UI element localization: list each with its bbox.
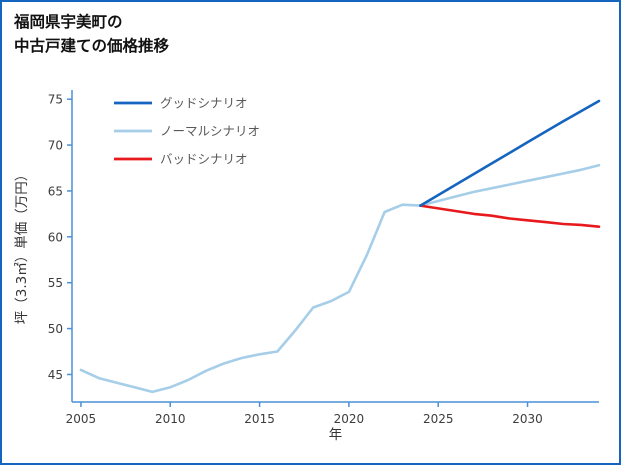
x-tick-label: 2015	[244, 412, 275, 426]
y-tick-label: 65	[48, 184, 63, 198]
y-tick-label: 50	[48, 322, 63, 336]
x-tick-label: 2005	[66, 412, 97, 426]
series-line-good-scenario	[419, 99, 601, 207]
y-axis-title: 坪（3.3㎡）単価（万円）	[14, 168, 30, 324]
legend-label-normal-scenario: ノーマルシナリオ	[160, 124, 260, 139]
x-tick-label: 2025	[423, 412, 454, 426]
legend-label-bad-scenario: バッドシナリオ	[160, 152, 248, 167]
x-tick-label: 2020	[334, 412, 365, 426]
x-tick-label: 2030	[512, 412, 543, 426]
y-tick-label: 70	[48, 139, 63, 153]
y-tick-label: 60	[48, 230, 63, 244]
x-tick-label: 2010	[155, 412, 186, 426]
x-axis-title: 年	[329, 427, 343, 443]
chart-title-line1: 福岡県宇美町の	[14, 13, 123, 31]
series-line-bad-scenario	[419, 204, 601, 228]
chart-title-line2: 中古戸建ての価格推移	[14, 37, 170, 56]
y-tick-label: 45	[48, 368, 63, 382]
y-tick-label: 55	[48, 276, 63, 290]
y-tick-label: 75	[48, 93, 63, 107]
legend-label-good-scenario: グッドシナリオ	[160, 96, 248, 111]
series-line-normal-scenario	[79, 163, 601, 394]
chart-title: 福岡県宇美町の 中古戸建ての価格推移	[14, 10, 169, 58]
